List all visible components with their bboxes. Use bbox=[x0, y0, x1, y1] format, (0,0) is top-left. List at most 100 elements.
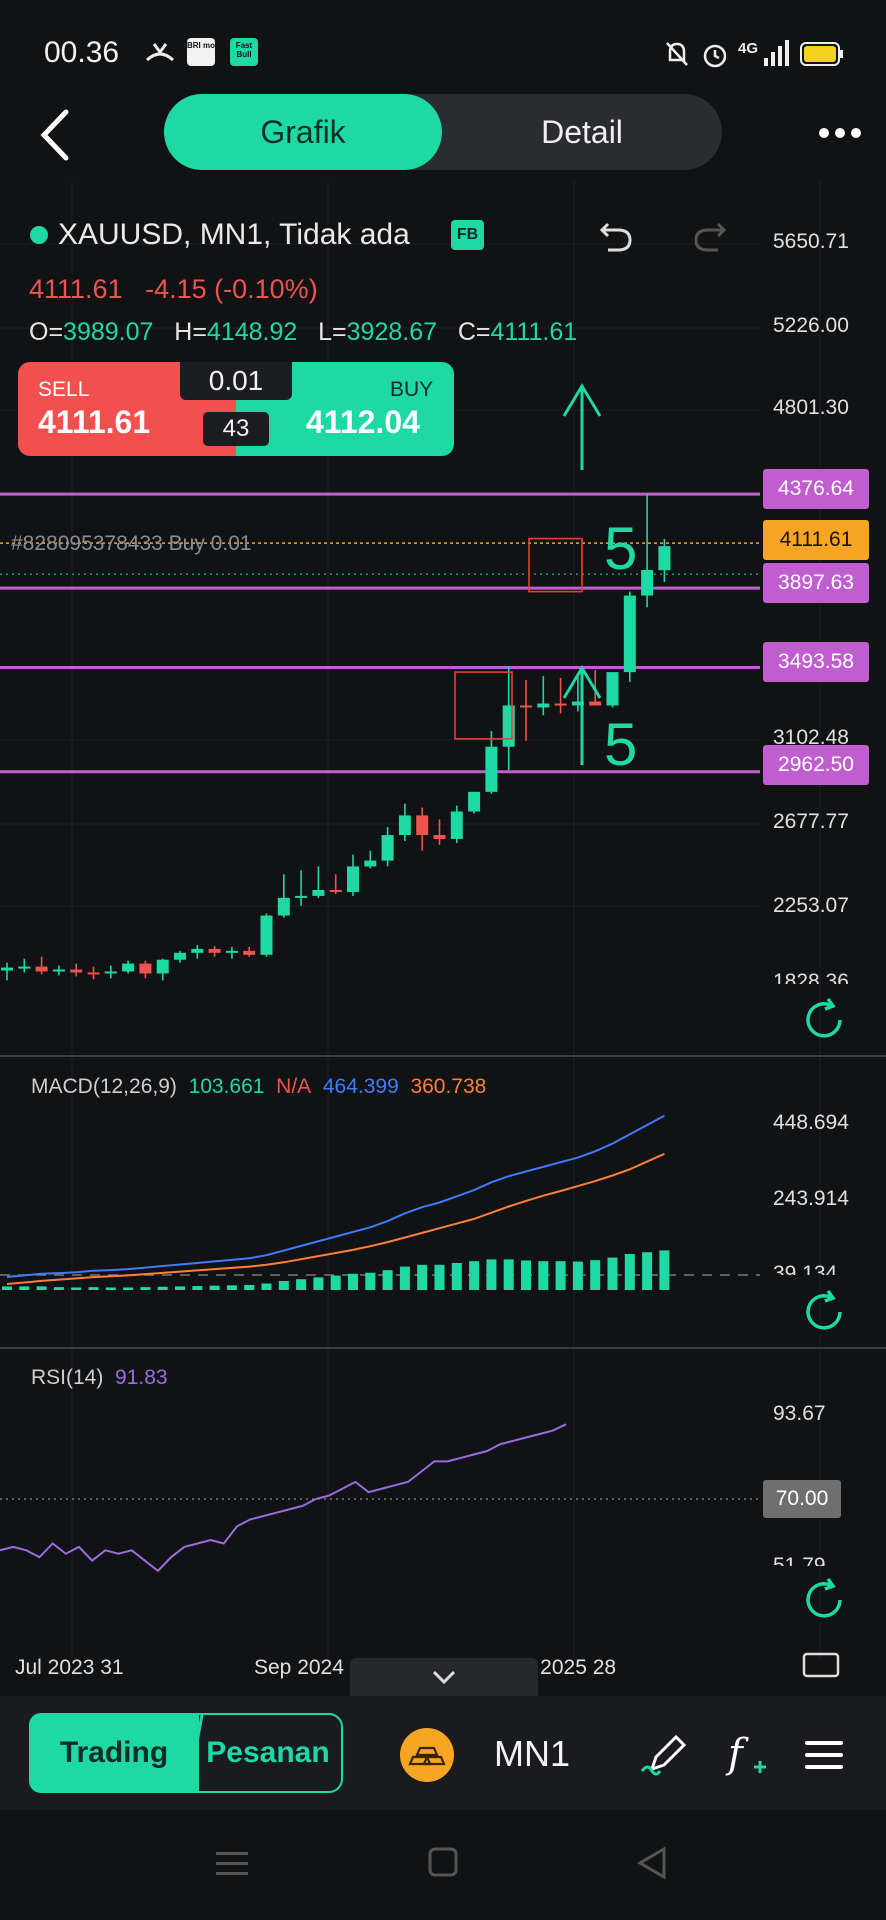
gold-bars-icon bbox=[408, 1746, 446, 1766]
reset-macd-icon[interactable] bbox=[800, 1288, 848, 1336]
network-type: 4G bbox=[738, 40, 759, 57]
macd-histogram-bar bbox=[244, 1284, 255, 1290]
macd-axis-label: 39.134 bbox=[773, 1262, 838, 1275]
macd-histogram-bar bbox=[226, 1285, 237, 1290]
ohlc-line: O=3989.07 H=4148.92 L=3928.67 C=4111.61 bbox=[29, 318, 577, 347]
macd-histogram-bar bbox=[572, 1261, 583, 1290]
rsi-legend[interactable]: RSI(14) 91.83 bbox=[31, 1366, 168, 1390]
candle-body bbox=[156, 959, 169, 974]
price-axis-label: 5226.00 bbox=[773, 314, 849, 337]
macd-histogram-bar bbox=[36, 1286, 47, 1290]
back-arrow-icon[interactable] bbox=[22, 100, 92, 170]
landscape-icon[interactable] bbox=[802, 1650, 840, 1680]
collapse-handle[interactable] bbox=[350, 1658, 538, 1696]
macd-histogram-bar bbox=[365, 1272, 376, 1290]
candle-body bbox=[520, 705, 532, 708]
candle-body bbox=[623, 595, 636, 673]
undo-icon[interactable] bbox=[596, 214, 636, 254]
trading-mode-button[interactable]: Trading bbox=[29, 1713, 199, 1793]
buy-price: 4112.04 bbox=[306, 404, 420, 440]
redo-icon[interactable] bbox=[690, 214, 730, 254]
macd-histogram-bar bbox=[88, 1287, 99, 1290]
lot-size-input[interactable]: 0.01 bbox=[180, 362, 292, 400]
high-value: 4148.92 bbox=[206, 318, 298, 346]
draw-tool-icon[interactable] bbox=[638, 1727, 694, 1783]
status-bar: 00.36 BRI mo Fast Bull 4G bbox=[0, 0, 886, 100]
candle-body bbox=[398, 815, 411, 836]
more-options-icon[interactable] bbox=[810, 108, 870, 158]
tab-detail[interactable]: Detail bbox=[541, 114, 623, 150]
level-tag[interactable]: 3493.58 bbox=[763, 642, 869, 682]
candle-body bbox=[329, 890, 342, 893]
home-icon[interactable] bbox=[427, 1846, 459, 1880]
candle-body bbox=[70, 969, 83, 973]
svg-text:f: f bbox=[725, 1731, 749, 1777]
candle-body bbox=[260, 915, 273, 955]
status-time: 00.36 bbox=[44, 36, 120, 69]
candle-body bbox=[208, 948, 221, 953]
candle-body bbox=[18, 966, 31, 969]
reset-chart-icon[interactable] bbox=[800, 996, 848, 1044]
macd-histogram-bar bbox=[157, 1286, 168, 1290]
rsi-name: RSI(14) bbox=[31, 1366, 104, 1389]
macd-histogram-bar bbox=[140, 1287, 151, 1290]
chevron-down-icon bbox=[432, 1670, 456, 1685]
macd-histogram-bar bbox=[278, 1281, 289, 1290]
symbol-info: XAUUSD, MN1, Tidak ada bbox=[30, 218, 410, 252]
level-tag[interactable]: 4376.64 bbox=[763, 469, 869, 509]
price-axis-label: 1828.36 bbox=[773, 970, 849, 984]
macd-histogram-bar bbox=[105, 1287, 116, 1290]
level-tag[interactable]: 2962.50 bbox=[763, 745, 869, 785]
macd-axis-label: 243.914 bbox=[773, 1187, 849, 1210]
candle-body bbox=[641, 570, 654, 596]
high-label: H= bbox=[174, 318, 207, 346]
order-line-label[interactable]: #828095378433 Buy 0.01 bbox=[11, 532, 252, 555]
macd-line bbox=[6, 1114, 665, 1278]
reset-rsi-icon[interactable] bbox=[800, 1576, 848, 1624]
tab-chart[interactable]: Grafik bbox=[164, 94, 442, 170]
price-change: -4.15 (-0.10%) bbox=[145, 274, 318, 304]
indicator-function-icon[interactable]: f bbox=[722, 1727, 778, 1783]
level-tag[interactable]: 3897.63 bbox=[763, 563, 869, 603]
alarm-icon bbox=[703, 44, 727, 68]
macd-histogram-bar bbox=[417, 1264, 428, 1290]
macd-na-value: N/A bbox=[276, 1075, 312, 1098]
spread-value: 43 bbox=[203, 412, 269, 446]
low-label: L= bbox=[318, 318, 347, 346]
orders-mode-button[interactable]: Pesanan bbox=[206, 1736, 330, 1769]
open-label: O= bbox=[29, 318, 64, 346]
market-status-dot bbox=[30, 226, 48, 244]
annotation-box bbox=[528, 537, 583, 593]
macd-histogram-bar bbox=[261, 1283, 272, 1290]
missed-call-icon bbox=[145, 43, 175, 62]
candle-body bbox=[243, 950, 256, 955]
macd-histogram-bar bbox=[123, 1287, 134, 1290]
back-nav-icon[interactable] bbox=[636, 1846, 668, 1880]
last-price: 4111.61 bbox=[29, 274, 123, 304]
price-axis-label: 5650.71 bbox=[773, 230, 849, 253]
rsi-level-tag: 70.00 bbox=[763, 1480, 841, 1518]
macd-histogram-bar bbox=[555, 1261, 566, 1290]
annotation-arrow-upper-head bbox=[562, 383, 602, 417]
macd-legend[interactable]: MACD(12,26,9) 103.661 N/A 464.399 360.73… bbox=[31, 1075, 486, 1099]
close-value: 4111.61 bbox=[490, 318, 578, 346]
recent-apps-icon[interactable] bbox=[214, 1848, 250, 1880]
time-axis-label: Sep 2024 30 bbox=[254, 1656, 374, 1679]
macd-name: MACD(12,26,9) bbox=[31, 1075, 177, 1098]
candle-body bbox=[364, 860, 377, 867]
gold-bars-button[interactable] bbox=[400, 1728, 454, 1782]
annotation-box bbox=[454, 671, 513, 740]
symbol-title: XAUUSD, MN1, Tidak ada bbox=[58, 218, 410, 251]
time-axis-label: Jul 2023 31 bbox=[15, 1656, 124, 1679]
macd-histogram-bar bbox=[607, 1257, 618, 1290]
timeframe-selector[interactable]: MN1 bbox=[494, 1733, 571, 1774]
candle-body bbox=[589, 701, 602, 706]
mute-bell-icon bbox=[666, 42, 688, 66]
candle-body bbox=[35, 966, 48, 972]
macd-histogram-bar bbox=[399, 1266, 410, 1290]
macd-histogram-bar bbox=[451, 1263, 462, 1290]
menu-icon[interactable] bbox=[797, 1727, 853, 1783]
candle-body bbox=[277, 897, 290, 916]
price-axis-label: 4801.30 bbox=[773, 396, 849, 419]
macd-signal-line bbox=[6, 1152, 665, 1285]
